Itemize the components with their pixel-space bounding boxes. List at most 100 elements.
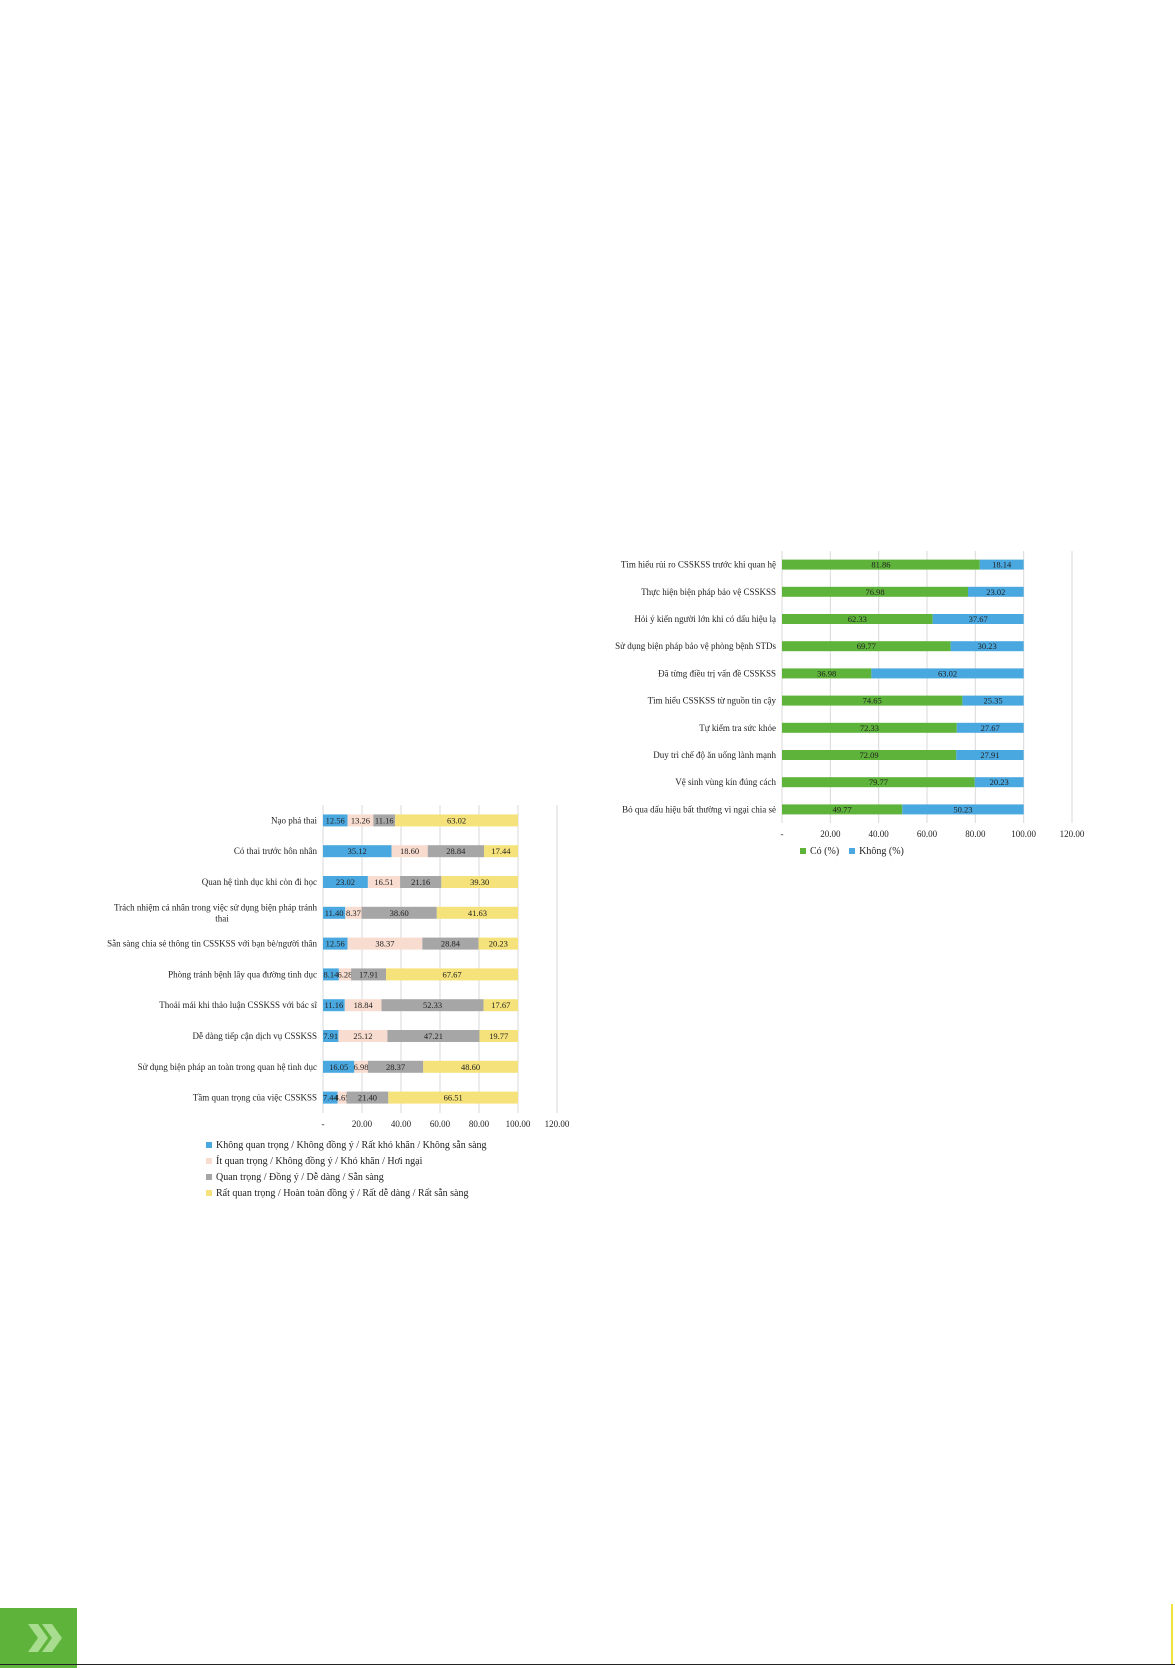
bar-segment [782,614,933,624]
legend-swatch [206,1190,212,1196]
page-bottom-rule [0,1664,1175,1665]
bar-segment [950,641,1024,652]
legend-item: Ít quan trọng / Không đồng ý / Khó khăn … [206,1153,487,1169]
data-label: 63.02 [447,815,466,825]
category-label: Sử dụng biện pháp bảo vệ phòng bệnh STDs [615,641,776,651]
data-label: 17.44 [491,846,511,856]
bar-segment [441,876,518,888]
bar-segment [782,586,969,597]
category-label: Dễ dàng tiếp cận dịch vụ CSSKSS [193,1031,318,1041]
tick-label: - [781,829,784,839]
data-label: 25.35 [983,696,1002,706]
tick-label: - [322,1119,325,1129]
data-label: 66.51 [444,1093,463,1103]
category-label: Vệ sinh vùng kín đúng cách [675,777,776,787]
bar-segment [323,876,368,888]
bar-segment [386,968,518,981]
legend-swatch [800,848,806,854]
data-label: 28.84 [441,939,461,949]
data-label: 4.65 [335,1093,350,1103]
legend-item: Có (%) [800,843,839,859]
bar-segment [381,999,484,1012]
category-label: Bỏ qua dấu hiệu bất thường vì ngại chia … [622,804,776,814]
bar-segment [323,937,348,950]
bar-segment [782,641,951,652]
data-label: 41.63 [468,908,487,918]
bar-segment [337,1091,347,1104]
data-label: 36.98 [817,668,836,678]
data-label: 67.67 [442,969,461,979]
category-label: Hỏi ý kiến người lớn khi có dấu hiệu lạ [634,614,776,624]
bar-segment [323,845,392,858]
data-label: 18.84 [354,1000,374,1010]
data-label: 16.05 [329,1062,348,1072]
data-label: 25.12 [353,1031,372,1041]
data-label: 35.12 [348,846,367,856]
tick-label: 20.00 [352,1119,373,1129]
bar-segment [351,968,387,981]
data-label: 72.09 [860,750,879,760]
bar-segment [968,586,1024,597]
bar-segment [395,814,518,827]
data-label: 62.33 [848,614,867,624]
data-label: 11.16 [375,815,394,825]
category-label: Quan hệ tình dục khi còn đi học [202,877,317,887]
bar-segment [979,559,1024,570]
data-label: 69.77 [857,641,876,651]
data-label: 7.44 [323,1093,339,1103]
data-label: 76.98 [865,587,884,597]
legend-item: Quan trọng / Đồng ý / Dễ dàng / Sẵn sàng [206,1169,487,1185]
tick-label: 100.00 [506,1119,531,1129]
legend-left: Không quan trọng / Không đồng ý / Rất kh… [206,1137,487,1201]
data-label: 18.60 [400,846,419,856]
legend-swatch [849,848,856,854]
page-edge-accent [1171,1604,1173,1664]
data-label: 13.26 [351,815,370,825]
bar-segment [338,968,352,981]
bar-segment [391,845,428,858]
data-label: 74.65 [863,696,882,706]
bar-segment [346,1091,389,1104]
bar-segment [436,906,518,919]
legend-swatch [206,1174,212,1180]
data-label: 23.02 [336,877,355,887]
chart-left: Nạo phá thai 12.56 13.26 11.16 63.02 Có thai … [107,805,570,1129]
bar-segment [354,1060,368,1073]
data-label: 23.02 [986,587,1005,597]
data-label: 18.14 [992,560,1012,570]
category-label: Sử dụng biện pháp an toàn trong quan hệ … [138,1062,317,1072]
data-label: 27.67 [981,723,1000,733]
bar-segment [338,1030,388,1042]
legend-label: Quan trọng / Đồng ý / Dễ dàng / Sẵn sàng [216,1171,384,1183]
bar-segment [902,804,1024,815]
data-label: 8.37 [346,908,361,918]
data-label: 30.23 [978,641,997,651]
bar-segment [347,814,374,827]
tick-label: 80.00 [965,829,986,839]
category-label: Tầm quan trọng của việc CSSKSS [193,1093,317,1103]
bar-segment [345,906,362,919]
category-label: Thoải mái khi thảo luận CSSKSS với bác s… [159,1000,317,1010]
bar-segment [782,695,963,706]
chart-right: Tìm hiểu rủi ro CSSKSS trước khi quan hệ… [615,551,1085,839]
legend-swatch [206,1142,212,1148]
data-label: 20.23 [990,777,1009,787]
bar-segment [323,1060,355,1073]
data-label: 79.77 [869,777,888,787]
data-label: 50.23 [953,804,972,814]
data-label: 11.16 [324,1000,343,1010]
data-label: 17.67 [491,1000,510,1010]
data-label: 20.23 [489,939,508,949]
bar-segment [782,777,975,788]
data-label: 21.16 [411,877,430,887]
bar-segment [932,614,1024,624]
double-chevron-icon [28,1624,62,1652]
category-label: Có thai trước hôn nhân [234,846,318,856]
legend-swatch [206,1158,212,1164]
legend-item: Không (%) [849,843,904,859]
legend-label: Ít quan trọng / Không đồng ý / Khó khăn … [216,1155,423,1167]
bar-segment [323,1030,339,1042]
data-label: 38.60 [390,908,409,918]
data-label: 37.67 [969,614,988,624]
data-label: 19.77 [489,1031,508,1041]
